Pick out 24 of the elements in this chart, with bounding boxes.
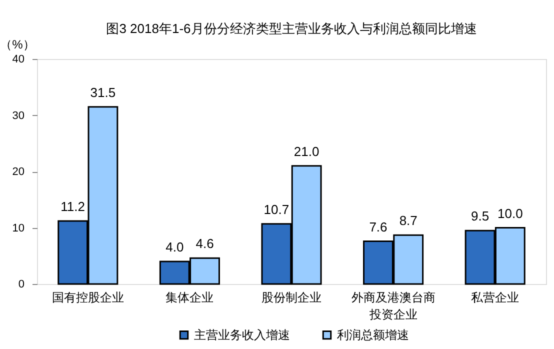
data-label: 11.2 — [60, 199, 86, 214]
legend-label: 主营业务收入增速 — [194, 328, 290, 342]
y-tick-label: 40 — [12, 54, 24, 66]
data-label: 10.0 — [498, 206, 523, 221]
data-label: 9.5 — [471, 208, 490, 224]
y-tick-label: 30 — [12, 110, 24, 122]
y-axis-title: （%） — [0, 38, 35, 52]
y-tick-label: 20 — [12, 166, 24, 178]
data-label: 4.0 — [166, 240, 184, 254]
legend-label: 利润总额增速 — [337, 328, 409, 342]
y-tick-label: 0 — [18, 278, 24, 290]
x-tick-label: 国有控股企业 — [52, 290, 124, 304]
y-tick-label: 10 — [12, 222, 24, 234]
x-tick-label: 集体企业 — [166, 290, 214, 304]
data-label: 8.7 — [399, 213, 418, 228]
data-label: 4.6 — [196, 236, 214, 252]
data-label: 31.5 — [90, 84, 116, 100]
x-tick-label: 股份制企业 — [262, 290, 322, 304]
chart-title: 图3 2018年1-6月份分经济类型主营业务收入与利润总额同比增速 — [106, 21, 477, 36]
data-label: 7.6 — [369, 219, 388, 234]
data-label: 10.7 — [264, 202, 290, 217]
x-tick-label: 私营企业 — [471, 290, 520, 304]
data-label: 21.0 — [294, 144, 320, 159]
x-tick-label: 外商及港澳台商投资企业 — [351, 290, 436, 322]
